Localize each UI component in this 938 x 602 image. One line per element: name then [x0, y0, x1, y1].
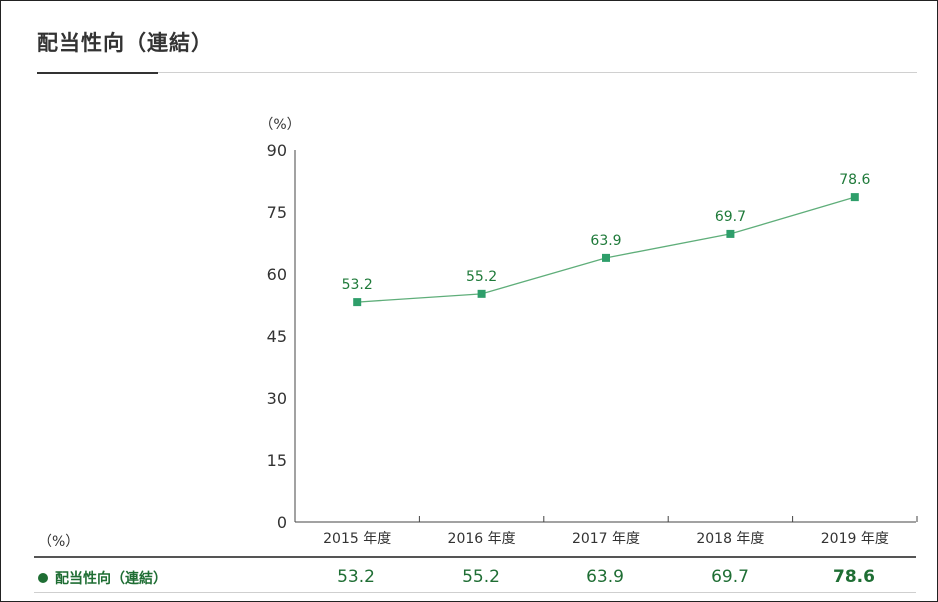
x-tick-label-0: 2015 年度	[323, 531, 391, 547]
y-tick-label-90: 90	[267, 141, 287, 160]
y-tick-label-60: 60	[267, 265, 287, 284]
x-tick-label-1: 2016 年度	[448, 531, 516, 547]
x-tick-label-2: 2017 年度	[572, 531, 640, 547]
page-title: 配当性向（連結）	[37, 31, 213, 55]
y-tick-label-45: 45	[267, 327, 287, 346]
table-value-2018: 69.7	[711, 567, 749, 587]
data-label-4: 78.6	[839, 172, 870, 188]
table-value-2017: 63.9	[586, 567, 624, 587]
data-point-3	[726, 229, 735, 238]
data-point-1	[477, 289, 486, 298]
y-axis-unit-label: （%）	[259, 117, 300, 133]
y-tick-label-0: 0	[277, 513, 287, 532]
y-tick-label-15: 15	[267, 451, 287, 470]
data-label-3: 69.7	[715, 209, 746, 225]
data-point-2	[602, 253, 610, 262]
data-label-1: 55.2	[466, 269, 497, 285]
title-divider-accent	[37, 72, 158, 74]
data-point-0	[353, 298, 362, 307]
table-row-label-text: 配当性向（連結）	[55, 571, 167, 587]
data-point-4	[850, 193, 859, 202]
x-tick-label-4: 2019 年度	[821, 531, 889, 547]
data-label-2: 63.9	[590, 233, 621, 249]
table-unit-label: （%）	[38, 534, 80, 550]
table-value-2016: 55.2	[462, 567, 500, 587]
table-row-label: 配当性向（連結）	[38, 568, 167, 588]
y-tick-label-75: 75	[267, 203, 287, 222]
table-value-2015: 53.2	[337, 567, 375, 587]
data-label-0: 53.2	[342, 277, 373, 293]
chart-series-line	[357, 196, 855, 303]
chart-data-labels: 53.2 55.2 63.9 69.7 78.6	[342, 172, 871, 293]
title-divider	[37, 72, 917, 73]
table-value-2019: 78.6	[833, 567, 875, 587]
series-dot-icon	[38, 573, 48, 583]
chart-markers	[353, 193, 859, 307]
y-tick-label-30: 30	[267, 389, 287, 408]
table-top-rule	[34, 556, 916, 558]
series-line-payout-ratio	[357, 196, 855, 303]
x-tick-label-3: 2018 年度	[696, 531, 764, 547]
table-bottom-rule	[34, 592, 916, 593]
chart-axes: （%） 0 15 30 45 60 75 90 2015 年度 2016 年度 2017 年度 201…	[259, 117, 918, 547]
